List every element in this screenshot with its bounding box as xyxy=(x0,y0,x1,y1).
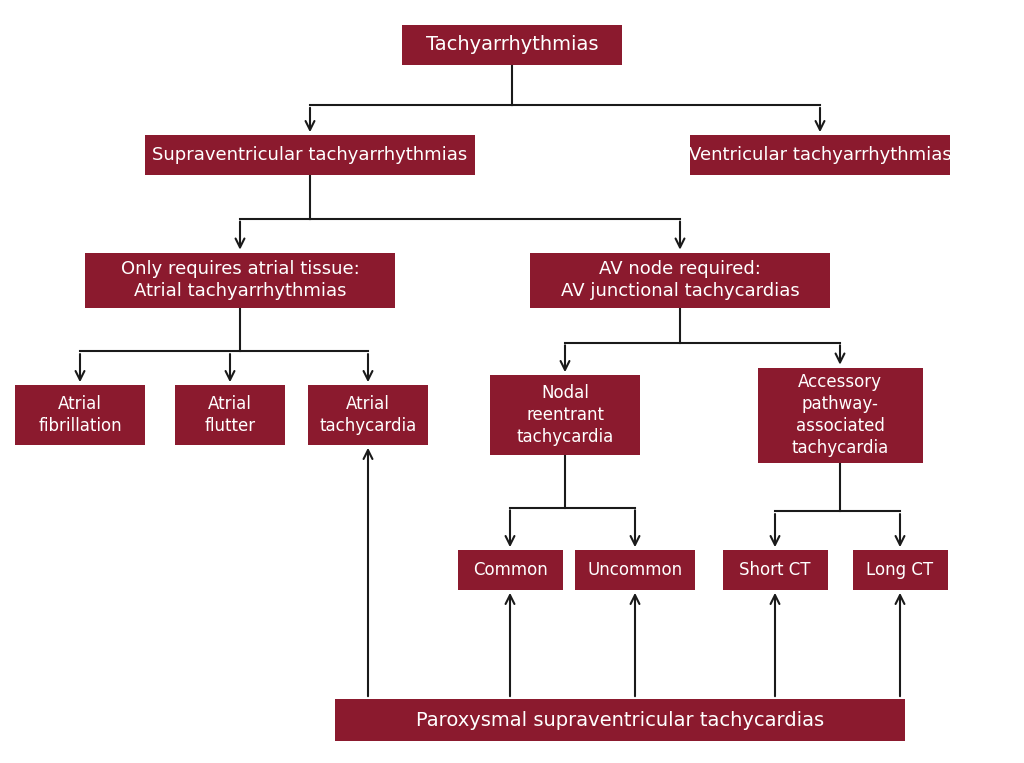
Bar xyxy=(853,550,947,590)
Bar xyxy=(458,550,562,590)
Bar xyxy=(575,550,695,590)
Text: Nodal
reentrant
tachycardia: Nodal reentrant tachycardia xyxy=(516,384,613,446)
Bar xyxy=(85,253,395,307)
Text: Common: Common xyxy=(473,561,548,579)
Text: Only requires atrial tissue:
Atrial tachyarrhythmias: Only requires atrial tissue: Atrial tach… xyxy=(121,260,359,300)
Bar xyxy=(690,135,950,175)
Bar xyxy=(145,135,475,175)
Text: Atrial
fibrillation: Atrial fibrillation xyxy=(38,395,122,435)
Bar xyxy=(758,368,923,462)
Text: Uncommon: Uncommon xyxy=(588,561,683,579)
Text: Supraventricular tachyarrhythmias: Supraventricular tachyarrhythmias xyxy=(153,146,468,164)
Text: Atrial
flutter: Atrial flutter xyxy=(205,395,256,435)
Text: Short CT: Short CT xyxy=(739,561,811,579)
Text: Atrial
tachycardia: Atrial tachycardia xyxy=(319,395,417,435)
Bar xyxy=(335,699,905,741)
Bar xyxy=(530,253,830,307)
Text: Ventricular tachyarrhythmias: Ventricular tachyarrhythmias xyxy=(688,146,951,164)
Text: Long CT: Long CT xyxy=(866,561,934,579)
Text: Tachyarrhythmias: Tachyarrhythmias xyxy=(426,36,598,54)
Bar xyxy=(490,375,640,455)
Bar xyxy=(402,25,622,65)
Bar xyxy=(308,385,428,445)
Text: AV node required:
AV junctional tachycardias: AV node required: AV junctional tachycar… xyxy=(560,260,800,300)
Bar xyxy=(175,385,285,445)
Text: Accessory
pathway-
associated
tachycardia: Accessory pathway- associated tachycardi… xyxy=(792,372,889,457)
Bar xyxy=(723,550,827,590)
Bar xyxy=(15,385,145,445)
Text: Paroxysmal supraventricular tachycardias: Paroxysmal supraventricular tachycardias xyxy=(416,710,824,729)
